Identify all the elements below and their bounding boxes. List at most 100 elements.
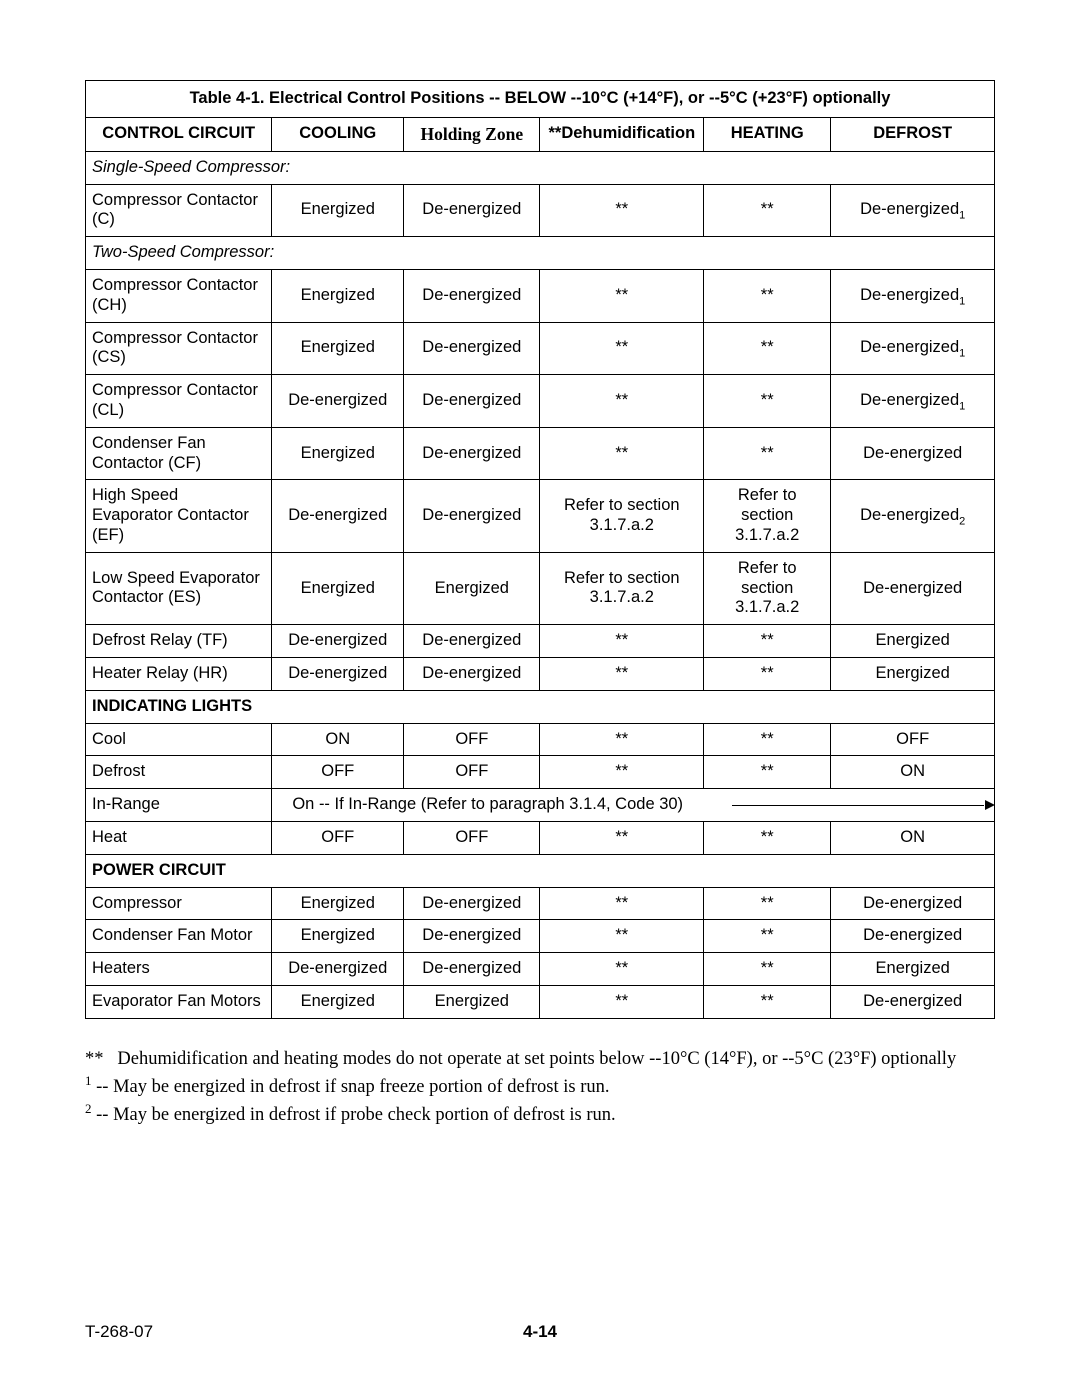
row-label: High Speed Evaporator Contactor (EF) bbox=[86, 480, 272, 552]
cell: Energized bbox=[272, 985, 404, 1018]
row-label: Evaporator Fan Motors bbox=[86, 985, 272, 1018]
row-label: Compressor Contactor (CL) bbox=[86, 375, 272, 428]
cell: ** bbox=[540, 657, 704, 690]
cell: ON bbox=[831, 821, 995, 854]
row-label: In-Range bbox=[86, 789, 272, 822]
cell: ** bbox=[704, 985, 831, 1018]
row-label: Compressor Contactor (CS) bbox=[86, 322, 272, 375]
cell: Refer to section 3.1.7.a.2 bbox=[704, 552, 831, 624]
footer-doc-id: T-268-07 bbox=[85, 1322, 153, 1342]
row-label: Compressor Contactor (CH) bbox=[86, 269, 272, 322]
cell: ** bbox=[540, 375, 704, 428]
row-label: Cool bbox=[86, 723, 272, 756]
row-label: Compressor bbox=[86, 887, 272, 920]
footnotes: ** Dehumidification and heating modes do… bbox=[85, 1047, 995, 1128]
cell: ** bbox=[540, 427, 704, 480]
cell: De-energized bbox=[404, 625, 540, 658]
cell: De-energized1 bbox=[831, 375, 995, 428]
cell: ** bbox=[540, 953, 704, 986]
cell: De-energized bbox=[404, 953, 540, 986]
footnote-1: 1 -- May be energized in defrost if snap… bbox=[85, 1072, 995, 1100]
cell: De-energized bbox=[831, 985, 995, 1018]
cell: Refer to section 3.1.7.a.2 bbox=[540, 480, 704, 552]
section-header: Two-Speed Compressor: bbox=[86, 237, 995, 270]
section-header: POWER CIRCUIT bbox=[86, 854, 995, 887]
cell: De-energized bbox=[404, 322, 540, 375]
cell: ** bbox=[704, 625, 831, 658]
cell: De-energized bbox=[272, 480, 404, 552]
cell: De-energized bbox=[272, 625, 404, 658]
cell: Energized bbox=[831, 953, 995, 986]
cell: De-energized bbox=[272, 657, 404, 690]
cell: De-energized bbox=[404, 657, 540, 690]
row-label: Heaters bbox=[86, 953, 272, 986]
table-title: Table 4-1. Electrical Control Positions … bbox=[86, 81, 995, 118]
section-header: Single-Speed Compressor: bbox=[86, 151, 995, 184]
footer-page-number: 4-14 bbox=[523, 1322, 557, 1342]
footnote-star: ** Dehumidification and heating modes do… bbox=[85, 1047, 995, 1072]
cell: De-energized bbox=[404, 269, 540, 322]
cell: Energized bbox=[272, 322, 404, 375]
cell: De-energized1 bbox=[831, 184, 995, 237]
cell: ** bbox=[540, 322, 704, 375]
cell: Energized bbox=[831, 625, 995, 658]
row-label: Low Speed Evaporator Contactor (ES) bbox=[86, 552, 272, 624]
cell: ON bbox=[272, 723, 404, 756]
cell: OFF bbox=[404, 821, 540, 854]
cell: ** bbox=[704, 723, 831, 756]
cell: OFF bbox=[404, 723, 540, 756]
cell: De-energized bbox=[404, 184, 540, 237]
cell: ** bbox=[540, 625, 704, 658]
cell: ** bbox=[540, 184, 704, 237]
cell: ** bbox=[704, 375, 831, 428]
column-header: HEATING bbox=[704, 117, 831, 151]
cell: De-energized bbox=[272, 953, 404, 986]
cell: ** bbox=[704, 821, 831, 854]
row-label: Heat bbox=[86, 821, 272, 854]
column-header: DEFROST bbox=[831, 117, 995, 151]
cell: ** bbox=[704, 184, 831, 237]
cell: De-energized bbox=[404, 920, 540, 953]
cell: Energized bbox=[404, 985, 540, 1018]
cell: ** bbox=[704, 887, 831, 920]
column-header: CONTROL CIRCUIT bbox=[86, 117, 272, 151]
cell: Refer to section 3.1.7.a.2 bbox=[540, 552, 704, 624]
cell: OFF bbox=[831, 723, 995, 756]
cell: De-energized1 bbox=[831, 269, 995, 322]
cell: De-energized bbox=[404, 375, 540, 428]
column-header: Holding Zone bbox=[404, 117, 540, 151]
row-label: Heater Relay (HR) bbox=[86, 657, 272, 690]
cell: ** bbox=[704, 269, 831, 322]
cell: Refer to section 3.1.7.a.2 bbox=[704, 480, 831, 552]
cell: Energized bbox=[831, 657, 995, 690]
row-label: Defrost bbox=[86, 756, 272, 789]
cell: Energized bbox=[272, 269, 404, 322]
row-label: Condenser Fan Motor bbox=[86, 920, 272, 953]
cell: ** bbox=[540, 756, 704, 789]
cell: OFF bbox=[404, 756, 540, 789]
cell: ** bbox=[704, 322, 831, 375]
cell: De-energized bbox=[831, 427, 995, 480]
cell: Energized bbox=[272, 920, 404, 953]
cell: De-energized bbox=[831, 887, 995, 920]
cell: ** bbox=[704, 657, 831, 690]
cell: De-energized bbox=[831, 920, 995, 953]
section-header: INDICATING LIGHTS bbox=[86, 690, 995, 723]
cell: De-energized bbox=[404, 427, 540, 480]
cell: OFF bbox=[272, 821, 404, 854]
cell: OFF bbox=[272, 756, 404, 789]
cell: ** bbox=[704, 427, 831, 480]
page-footer: T-268-07 4-14 bbox=[85, 1322, 995, 1342]
cell: De-energized1 bbox=[831, 322, 995, 375]
cell: ON bbox=[831, 756, 995, 789]
cell: ** bbox=[540, 269, 704, 322]
cell: Energized bbox=[272, 552, 404, 624]
cell: ** bbox=[540, 723, 704, 756]
cell: ** bbox=[540, 985, 704, 1018]
row-label: Condenser Fan Contactor (CF) bbox=[86, 427, 272, 480]
cell: ** bbox=[704, 953, 831, 986]
cell: ** bbox=[540, 920, 704, 953]
page: Table 4-1. Electrical Control Positions … bbox=[0, 0, 1080, 1397]
cell: Energized bbox=[272, 184, 404, 237]
control-table: Table 4-1. Electrical Control Positions … bbox=[85, 80, 995, 1019]
